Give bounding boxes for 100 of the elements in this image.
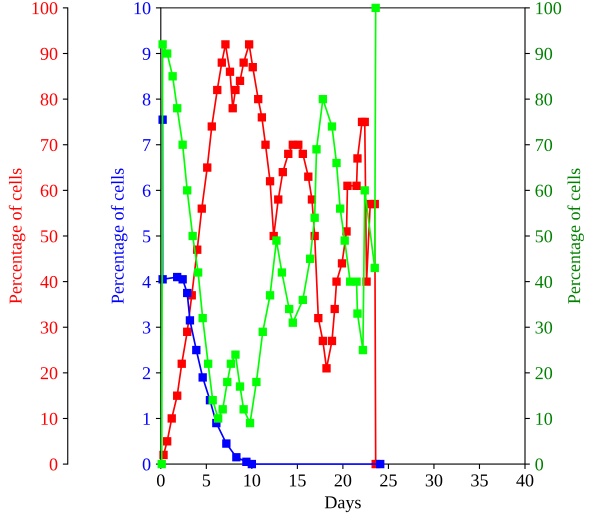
- point: [198, 314, 207, 322]
- point: [266, 291, 274, 300]
- y-tick-label: 8: [142, 93, 150, 106]
- y-tick-label: 3: [142, 322, 150, 334]
- y-tick-label: 5: [143, 230, 150, 242]
- point: [332, 277, 341, 286]
- point: [226, 360, 236, 368]
- point: [204, 360, 212, 368]
- y-tick-label: 4: [142, 276, 151, 288]
- point: [178, 360, 186, 368]
- y3-tick-label: 20: [40, 367, 58, 380]
- point: [318, 336, 328, 346]
- y-tick-label: 9: [142, 48, 150, 60]
- point: [178, 275, 187, 284]
- x-axis-title: Days: [324, 496, 361, 512]
- point: [198, 373, 207, 382]
- point: [163, 437, 172, 446]
- point: [252, 378, 261, 386]
- point: [372, 4, 380, 12]
- point: [163, 49, 172, 58]
- point: [278, 268, 286, 277]
- point: [353, 154, 362, 163]
- point: [236, 76, 244, 86]
- point: [304, 172, 312, 181]
- point: [183, 186, 192, 195]
- point: [226, 68, 234, 76]
- point: [192, 346, 200, 354]
- y-tick-label: 2: [142, 367, 150, 380]
- x-tick-label: 10: [244, 474, 260, 487]
- point: [231, 86, 240, 94]
- point: [298, 150, 308, 158]
- y3-tick-label: 80: [40, 93, 58, 106]
- y3-tick-label: 30: [40, 321, 58, 334]
- point: [213, 86, 222, 94]
- point: [218, 405, 227, 414]
- y3-axis-title: Percentage of cells: [8, 168, 26, 304]
- point: [248, 63, 257, 72]
- point: [239, 405, 248, 414]
- point: [360, 118, 369, 126]
- y2-tick-label: 0: [535, 458, 544, 471]
- point: [248, 460, 256, 468]
- x-tick-label: 35: [471, 474, 488, 487]
- point: [266, 177, 274, 186]
- point: [173, 104, 182, 112]
- x-tick-label: 5: [202, 474, 210, 487]
- point: [352, 182, 361, 190]
- y-axis-title: Percentage of cells: [110, 168, 128, 304]
- point: [178, 140, 187, 149]
- y2-tick-label: 50: [536, 230, 552, 242]
- y3-tick-label: 60: [40, 184, 58, 197]
- point: [218, 58, 226, 67]
- point: [246, 418, 254, 428]
- point: [244, 40, 254, 49]
- point: [168, 72, 177, 80]
- point: [186, 316, 194, 325]
- point: [168, 414, 176, 423]
- x-tick-label: 30: [426, 474, 442, 487]
- point: [332, 158, 341, 168]
- x-tick-label: 15: [290, 474, 306, 487]
- point: [328, 336, 336, 346]
- point: [183, 328, 192, 336]
- point: [285, 304, 294, 314]
- point: [318, 94, 328, 104]
- point: [340, 236, 349, 245]
- point: [278, 168, 287, 176]
- y3-tick-label: 50: [41, 230, 58, 242]
- point: [353, 309, 362, 318]
- point: [214, 414, 222, 423]
- point: [352, 277, 361, 286]
- y3-tick-label: 70: [41, 139, 58, 152]
- point: [231, 350, 240, 359]
- x-tick-label: 0: [156, 474, 165, 487]
- point: [322, 364, 331, 372]
- point: [254, 94, 262, 104]
- point: [358, 346, 368, 354]
- point: [370, 264, 379, 272]
- point: [239, 58, 248, 67]
- point: [208, 122, 216, 131]
- x-tick-label: 25: [380, 474, 397, 487]
- point: [310, 214, 319, 222]
- y-tick-label: 7: [143, 139, 151, 152]
- point: [221, 40, 230, 49]
- point: [258, 328, 267, 336]
- y3-tick-label: 0: [50, 458, 58, 471]
- point: [228, 104, 237, 112]
- point: [338, 259, 346, 268]
- y-tick-label: 10: [134, 2, 150, 14]
- x-tick-label: 40: [516, 474, 534, 487]
- point: [208, 396, 217, 404]
- y3-tick-label: 90: [40, 48, 58, 60]
- point: [232, 453, 241, 462]
- y2-tick-label: 100: [536, 2, 562, 14]
- y2-tick-label: 10: [536, 412, 552, 425]
- point: [288, 318, 297, 327]
- y-tick-label: 1: [144, 412, 150, 425]
- point: [330, 304, 339, 314]
- point: [306, 254, 314, 263]
- point: [294, 140, 302, 149]
- point: [261, 140, 270, 149]
- point: [173, 392, 182, 400]
